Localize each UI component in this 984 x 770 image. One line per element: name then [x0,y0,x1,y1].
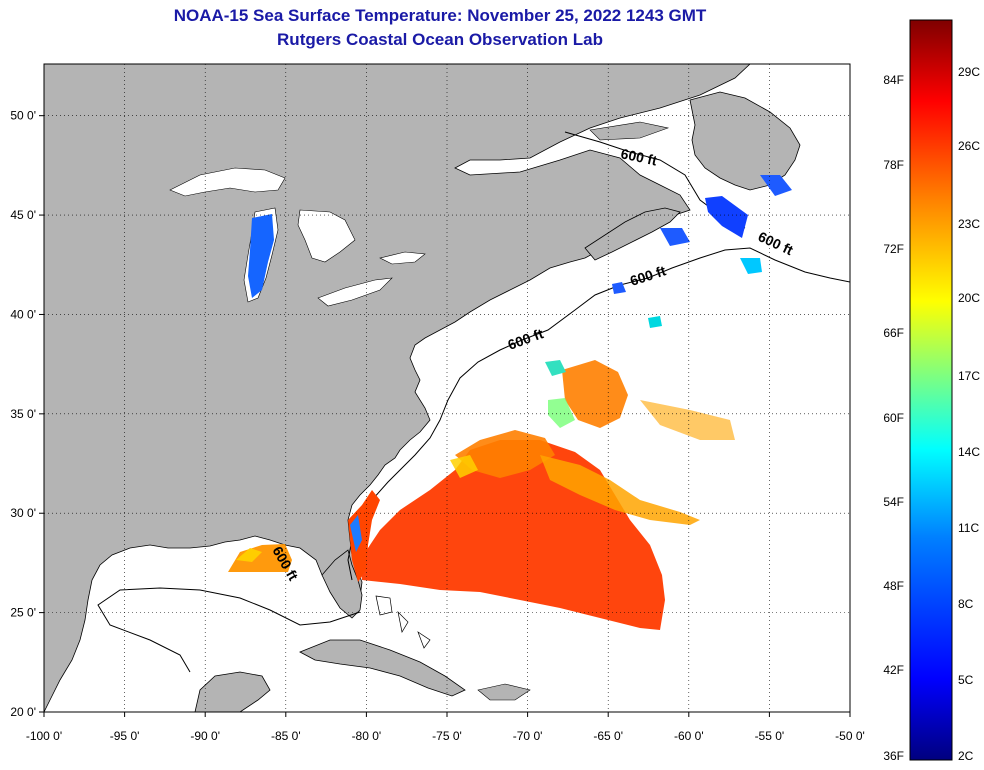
colorbar-f-label: 48F [883,579,904,593]
land-florida [321,549,363,619]
lake-ontario [379,251,426,265]
colorbar-c-label: 26C [958,139,980,153]
colorbar-f-label: 60F [883,411,904,425]
isobath-600ft-gulf [97,587,361,673]
colorbar-f-label: 42F [883,663,904,677]
lon-tick-label: -60 0' [674,729,704,743]
map-title: NOAA-15 Sea Surface Temperature: Novembe… [173,6,707,25]
lon-tick-label: -55 0' [755,729,785,743]
colorbar-c-label: 5C [958,673,974,687]
lon-tick-label: -90 0' [190,729,220,743]
colorbar-c-label: 2C [958,749,974,763]
colorbar [909,19,953,761]
lat-tick-label: 40 0' [10,307,36,321]
land-hispaniola [477,683,531,701]
sst-swath [228,175,792,630]
lon-tick-label: -80 0' [352,729,382,743]
colorbar-fahrenheit-labels: 84F 78F 72F 66F 60F 54F 48F 42F 36F [883,73,904,763]
land-cuba [299,639,466,697]
lon-tick-label: -50 0' [835,729,865,743]
lon-tick-label: -100 0' [26,729,62,743]
colorbar-c-label: 8C [958,597,974,611]
lat-tick-label: 25 0' [10,606,36,620]
lon-tick-label: -75 0' [432,729,462,743]
land-anticosti [589,121,670,141]
colorbar-f-label: 72F [883,242,904,256]
latitude-axis: 20 0' 25 0' 30 0' 35 0' 40 0' 45 0' 50 0' [10,109,44,719]
longitude-axis: -100 0' -95 0' -90 0' -85 0' -80 0' -75 0' -70… [26,712,865,743]
colorbar-c-label: 20C [958,291,980,305]
colorbar-c-label: 11C [958,521,979,535]
lon-tick-label: -95 0' [110,729,140,743]
lon-tick-label: -70 0' [513,729,543,743]
colorbar-f-label: 54F [883,495,904,509]
lat-tick-label: 50 0' [10,109,36,123]
lat-tick-label: 30 0' [10,506,36,520]
lat-tick-label: 45 0' [10,208,36,222]
colorbar-f-label: 36F [883,749,904,763]
colorbar-c-label: 29C [958,65,980,79]
land-north-america [44,64,751,712]
lon-tick-label: -65 0' [593,729,623,743]
map-subtitle: Rutgers Coastal Ocean Observation Lab [277,30,603,49]
colorbar-f-label: 66F [883,326,904,340]
lake-superior [169,167,286,197]
land-nova-scotia [584,207,681,261]
colorbar-celsius-labels: 29C 26C 23C 20C 17C 14C 11C 8C 5C 2C [958,65,980,763]
colorbar-c-label: 17C [958,369,980,383]
lat-tick-label: 35 0' [10,407,36,421]
colorbar-c-label: 23C [958,217,980,231]
isobath-label: 600 ft [619,145,658,168]
colorbar-c-label: 14C [958,445,980,459]
land-bahamas [375,595,431,649]
isobath-600ft [347,247,850,581]
colorbar-f-label: 78F [883,158,904,172]
lake-huron [297,209,356,263]
colorbar-f-label: 84F [883,73,904,87]
lon-tick-label: -85 0' [271,729,301,743]
lake-erie [317,277,393,307]
graticule-grid [44,64,850,712]
land-yucatan [194,671,271,712]
lat-tick-label: 20 0' [10,705,36,719]
